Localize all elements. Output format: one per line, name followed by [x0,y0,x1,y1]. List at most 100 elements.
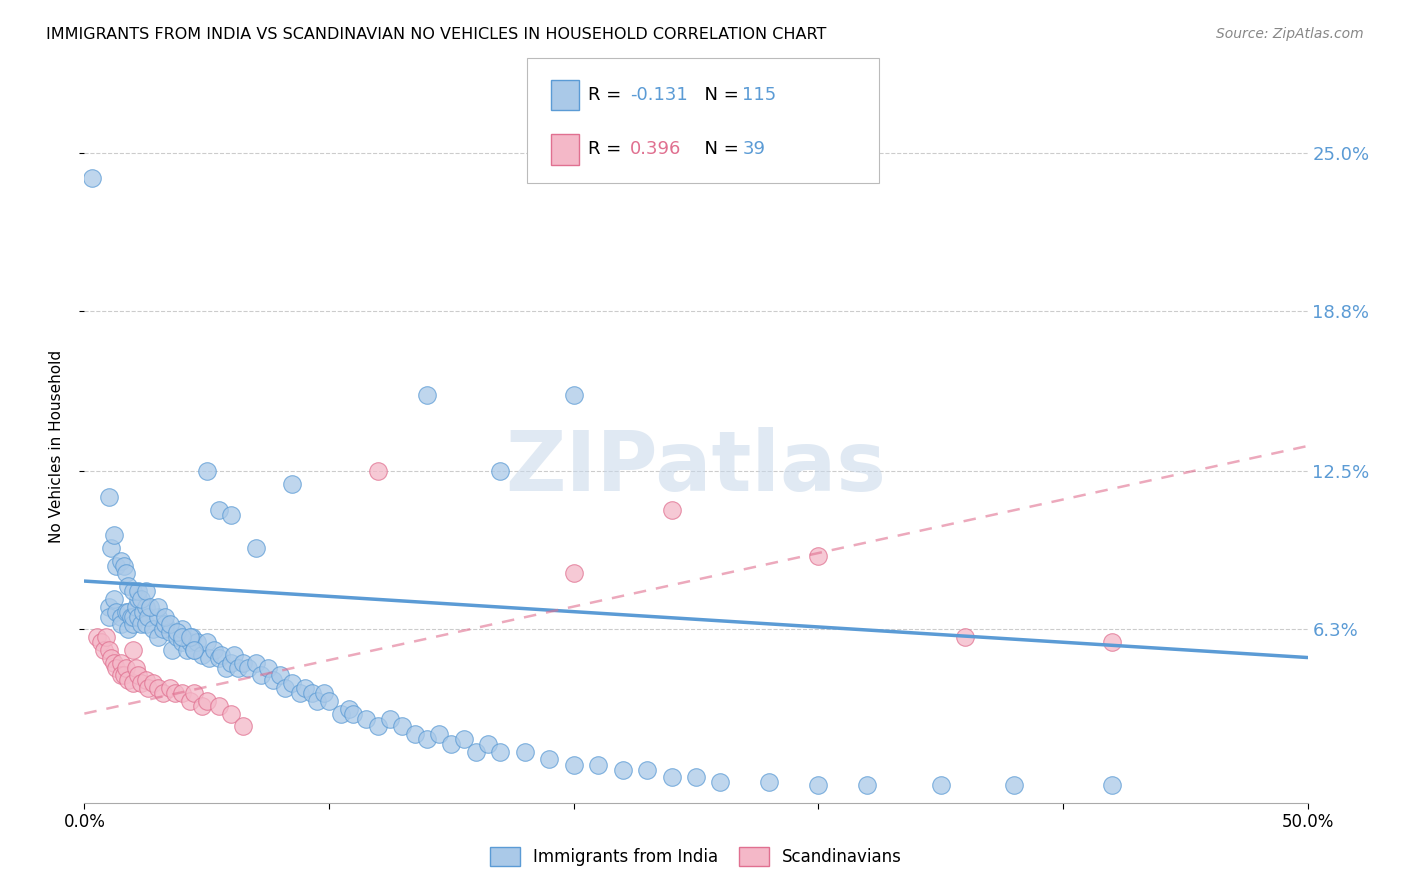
Point [685,770,707,784]
Point [159,681,181,695]
Point [176,643,198,657]
Point [120,609,142,624]
Point [337,701,360,715]
Point [110,617,132,632]
Point [562,566,585,581]
Text: 0.396: 0.396 [630,140,682,159]
Point [318,694,340,708]
Point [807,549,830,563]
Point [110,554,132,568]
Point [262,673,284,688]
Point [367,465,389,479]
Point [257,661,280,675]
Point [195,465,218,479]
Point [929,778,952,792]
Point [122,643,145,657]
Point [122,609,145,624]
Point [142,676,165,690]
Point [208,650,231,665]
Point [294,681,316,695]
Point [416,732,439,747]
Point [191,648,214,662]
Point [238,661,260,675]
Point [125,661,148,675]
Point [117,673,139,688]
Point [489,745,512,759]
Point [179,694,201,708]
Point [219,706,242,721]
Point [117,579,139,593]
Point [1002,778,1025,792]
Point [103,656,125,670]
Point [191,698,214,713]
Point [1101,778,1123,792]
Point [139,599,162,614]
Point [146,599,169,614]
Text: IMMIGRANTS FROM INDIA VS SCANDINAVIAN NO VEHICLES IN HOUSEHOLD CORRELATION CHART: IMMIGRANTS FROM INDIA VS SCANDINAVIAN NO… [46,27,827,42]
Point [209,648,232,662]
Point [288,686,311,700]
Point [354,712,377,726]
Point [181,630,204,644]
Point [513,745,536,759]
Point [136,609,159,624]
Point [661,770,683,784]
Point [136,681,159,695]
Point [636,763,658,777]
Point [249,668,271,682]
Point [159,617,181,632]
Point [232,719,254,733]
Point [117,605,139,619]
Point [86,630,108,644]
Point [110,609,132,624]
Point [125,599,148,614]
Point [198,650,221,665]
Point [105,661,128,675]
Point [172,623,194,637]
Point [103,528,125,542]
Point [391,719,413,733]
Point [97,643,120,657]
Point [208,698,231,713]
Legend: Immigrants from India, Scandinavians: Immigrants from India, Scandinavians [484,840,908,873]
Point [152,686,174,700]
Point [135,599,157,614]
Y-axis label: No Vehicles in Household: No Vehicles in Household [49,350,63,542]
Point [115,661,138,675]
Point [215,661,238,675]
Point [245,541,267,555]
Point [440,737,463,751]
Point [586,757,609,772]
Point [301,686,323,700]
Point [117,623,139,637]
Point [612,763,634,777]
Point [112,668,135,682]
Point [105,558,128,573]
Point [100,541,122,555]
Point [152,623,174,637]
Point [127,668,149,682]
Point [186,635,208,649]
Point [183,643,205,657]
Point [97,599,120,614]
Point [1101,635,1123,649]
Point [807,778,830,792]
Point [127,591,149,606]
Point [562,757,585,772]
Point [464,745,486,759]
Point [489,465,512,479]
Point [97,490,120,504]
Point [314,686,336,700]
Point [166,630,188,644]
Point [367,719,389,733]
Point [232,656,254,670]
Point [222,648,245,662]
Point [146,609,169,624]
Point [195,694,218,708]
Point [166,625,188,640]
Point [427,727,450,741]
Point [122,676,145,690]
Point [179,630,201,644]
Point [228,661,250,675]
Point [153,609,176,624]
